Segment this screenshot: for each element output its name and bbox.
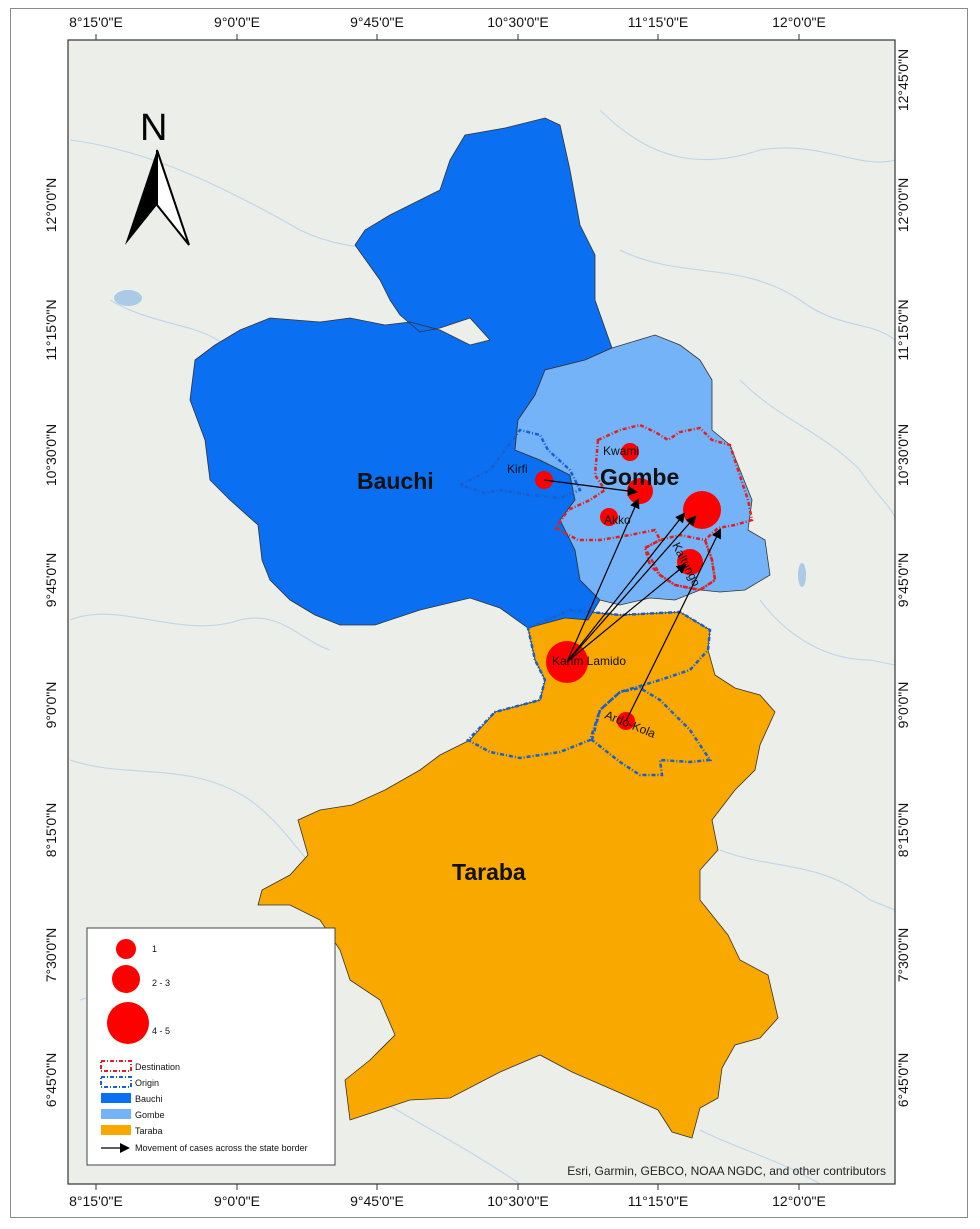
legend-destination-label: Destination [135, 1062, 180, 1072]
lat-label-left-3: 10°30'0"N [43, 424, 59, 486]
map-frame [10, 8, 968, 1218]
lat-label-left-1: 12°0'0"N [43, 178, 59, 233]
legend-case-size-3-label: 4 - 5 [152, 1026, 170, 1036]
state-taraba[interactable] [257, 609, 779, 1139]
movement-arrows [543, 479, 721, 722]
lat-label-left-5: 9°0'0"N [43, 682, 59, 729]
lat-label-right-3: 11°15'0"N [895, 299, 911, 360]
legend-movement-label: Movement of cases across the state borde… [135, 1143, 308, 1153]
state-gombe[interactable] [514, 334, 771, 606]
lat-label-right-9: 6°45'0"N [895, 1053, 911, 1108]
place-label-kwami: Kwami [603, 444, 639, 458]
legend-bauchi-label: Bauchi [135, 1094, 163, 1104]
lon-label-top-2: 9°0'0"E [214, 14, 260, 30]
lat-label-left-8: 6°45'0"N [43, 1053, 59, 1108]
case-circle-kwami [621, 443, 639, 461]
legend-destination-icon [100, 1060, 132, 1072]
place-label-akko: Akko [604, 513, 631, 527]
map-legend: 1 2 - 3 4 - 5 Destination Origin Bauchi … [86, 927, 336, 1166]
lon-label-top-4: 10°30'0"E [487, 14, 549, 30]
lat-label-left-2: 11°15'0"N [43, 299, 59, 360]
lat-label-right-4: 10°30'0"N [895, 424, 911, 486]
case-circle-akko [600, 508, 618, 526]
arrow-karim-east2 [566, 515, 697, 663]
lat-label-right-1: 12°45'0"N [895, 49, 911, 111]
legend-taraba-swatch [101, 1125, 131, 1135]
legend-bauchi-swatch [101, 1093, 131, 1103]
legend-case-size-2-icon [112, 965, 140, 993]
legend-case-size-3-icon [107, 1002, 149, 1044]
north-arrow-icon: N [125, 107, 190, 246]
place-label-karim-lamido: Karim Lamido [552, 654, 626, 668]
north-arrow-letter: N [140, 107, 167, 149]
lon-label-bottom-4: 10°30'0"E [487, 1193, 549, 1209]
lon-label-bottom-6: 12°0'0"E [772, 1193, 826, 1209]
legend-case-size-1-label: 1 [152, 944, 157, 954]
arrow-karim-gombe [566, 498, 640, 663]
lon-label-top-3: 9°45'0"E [350, 14, 404, 30]
lat-label-right-7: 8°15'0"N [895, 803, 911, 858]
case-circle-gombe [627, 478, 653, 504]
lon-label-top-6: 12°0'0"E [772, 14, 826, 30]
legend-gombe-swatch [101, 1109, 131, 1119]
lat-label-right-8: 7°30'0"N [895, 928, 911, 983]
state-label-gombe: Gombe [600, 464, 679, 490]
lat-label-right-5: 9°45'0"N [895, 553, 911, 608]
lon-label-bottom-5: 11°15'0"E [628, 1193, 688, 1209]
lon-label-bottom-1: 8°15'0"E [69, 1193, 123, 1209]
place-label-kirfi: Kirfi [507, 462, 528, 476]
arrow-karim-east [566, 512, 686, 663]
lat-label-left-6: 8°15'0"N [43, 803, 59, 858]
lat-label-right-6: 9°0'0"N [895, 682, 911, 729]
legend-gombe-label: Gombe [135, 1110, 165, 1120]
legend-case-size-2-label: 2 - 3 [152, 978, 170, 988]
map-attribution: Esri, Garmin, GEBCO, NOAA NGDC, and othe… [567, 1164, 886, 1178]
lon-label-top-1: 8°15'0"E [69, 14, 123, 30]
lon-label-bottom-3: 9°45'0"E [350, 1193, 404, 1209]
origin-boundary-ardo-kola [590, 686, 713, 777]
destination-boundary-kaltungo [643, 533, 717, 592]
legend-origin-label: Origin [135, 1078, 159, 1088]
map-border [67, 39, 896, 1185]
arrow-ardo-east [625, 528, 721, 722]
lat-label-right-2: 12°0'0"N [895, 178, 911, 233]
state-label-taraba: Taraba [452, 859, 526, 885]
origin-boundary-kirfi [456, 428, 582, 500]
lat-label-left-4: 9°45'0"N [43, 553, 59, 608]
lat-label-left-7: 7°30'0"N [43, 928, 59, 983]
frame-ticks [95, 34, 800, 1190]
lon-label-bottom-2: 9°0'0"E [214, 1193, 260, 1209]
legend-taraba-label: Taraba [135, 1126, 163, 1136]
state-label-bauchi: Bauchi [357, 468, 434, 494]
arrow-kirfi-gombe [543, 479, 638, 496]
legend-origin-icon [100, 1076, 132, 1088]
lon-label-top-5: 11°15'0"E [628, 14, 688, 30]
arrow-karim-kaltungo [566, 563, 687, 663]
legend-case-size-1-icon [116, 939, 136, 959]
